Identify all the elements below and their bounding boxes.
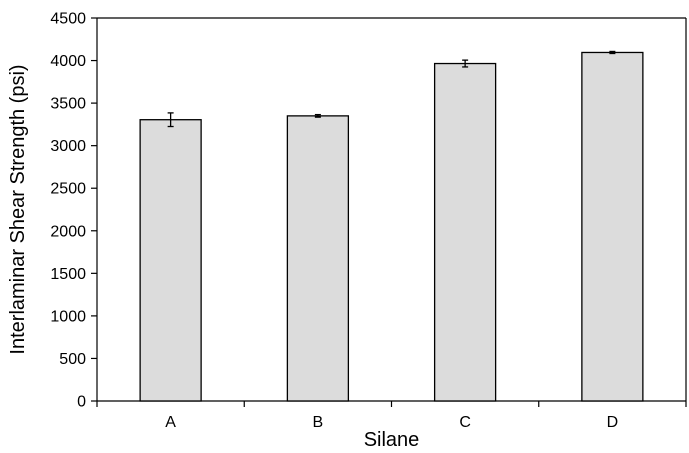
error-bar-C <box>462 59 469 68</box>
bar-B <box>286 115 350 402</box>
y-axis-ticks: 0 500 1000 1500 2000 2500 3000 3500 4000 4500 <box>50 11 97 411</box>
y-tick-label: 3500 <box>50 96 86 113</box>
y-tick-label: 1500 <box>50 266 86 283</box>
y-axis-title: Interlaminar Shear Strength (psi) <box>7 64 29 354</box>
y-tick-label: 3000 <box>50 138 86 155</box>
y-tick-label: 1000 <box>50 308 86 325</box>
error-bar-B <box>314 113 321 118</box>
y-tick-label: 4000 <box>50 53 86 70</box>
error-bar-D <box>609 50 616 55</box>
x-tick-label: A <box>165 414 176 431</box>
x-tick-label: B <box>313 414 324 431</box>
x-tick-label: C <box>459 414 471 431</box>
x-axis-title: Silane <box>364 429 420 451</box>
error-bar-A <box>167 112 174 128</box>
x-axis-ticks: A B C D <box>96 401 687 431</box>
y-tick-label: 4500 <box>50 11 86 28</box>
y-tick-label: 500 <box>59 351 86 368</box>
x-tick-label: D <box>607 414 619 431</box>
bars-group <box>139 50 644 402</box>
y-tick-label: 0 <box>77 394 86 411</box>
bar-C <box>433 62 497 402</box>
y-tick-label: 2000 <box>50 223 86 240</box>
y-tick-label: 2500 <box>50 181 86 198</box>
bar-D <box>581 51 644 402</box>
bar-A <box>139 119 202 402</box>
